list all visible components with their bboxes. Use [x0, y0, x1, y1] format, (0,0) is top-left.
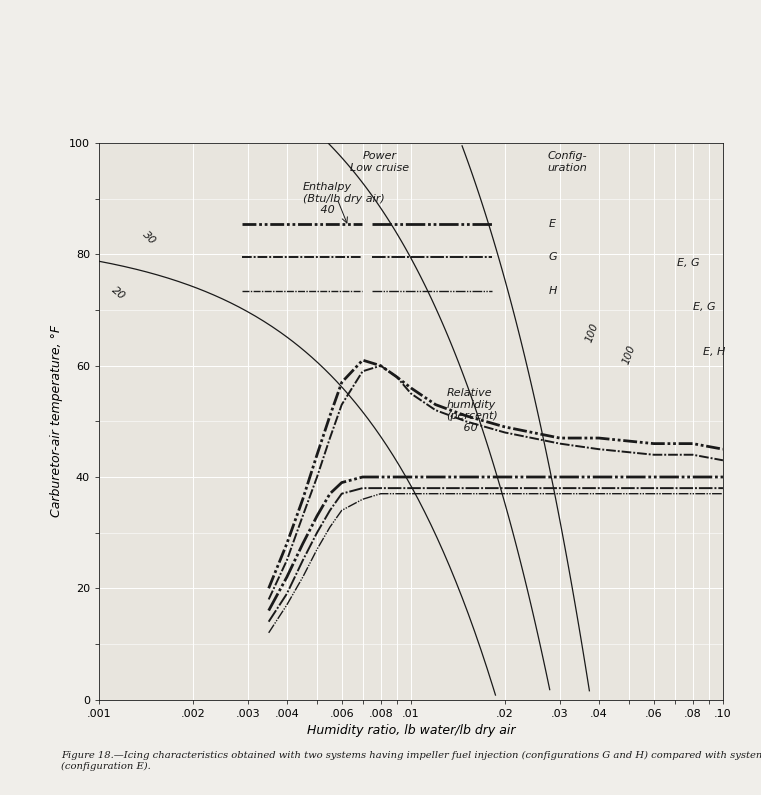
Text: 20: 20 — [109, 285, 126, 302]
Text: E, G: E, G — [677, 258, 699, 268]
Text: G: G — [548, 252, 557, 262]
Text: Relative
humidity
(percent)
     60: Relative humidity (percent) 60 — [447, 388, 498, 432]
Text: Config-
uration: Config- uration — [547, 151, 587, 173]
X-axis label: Humidity ratio, lb water/lb dry air: Humidity ratio, lb water/lb dry air — [307, 724, 515, 737]
Y-axis label: Carburetor-air temperature, °F: Carburetor-air temperature, °F — [50, 325, 63, 518]
Text: E: E — [548, 219, 556, 229]
Text: Figure 18.—Icing characteristics obtained with two systems having impeller fuel : Figure 18.—Icing characteristics obtaine… — [61, 751, 761, 771]
Text: H: H — [548, 285, 556, 296]
Text: Enthalpy
(Btu/lb dry air)
     40: Enthalpy (Btu/lb dry air) 40 — [303, 182, 384, 215]
Text: 100: 100 — [584, 321, 600, 343]
Text: E, H: E, H — [702, 347, 725, 357]
Text: 100: 100 — [621, 343, 637, 366]
Text: E, G: E, G — [693, 302, 715, 312]
Text: Power
Low cruise: Power Low cruise — [350, 151, 409, 173]
Text: 30: 30 — [141, 229, 158, 246]
